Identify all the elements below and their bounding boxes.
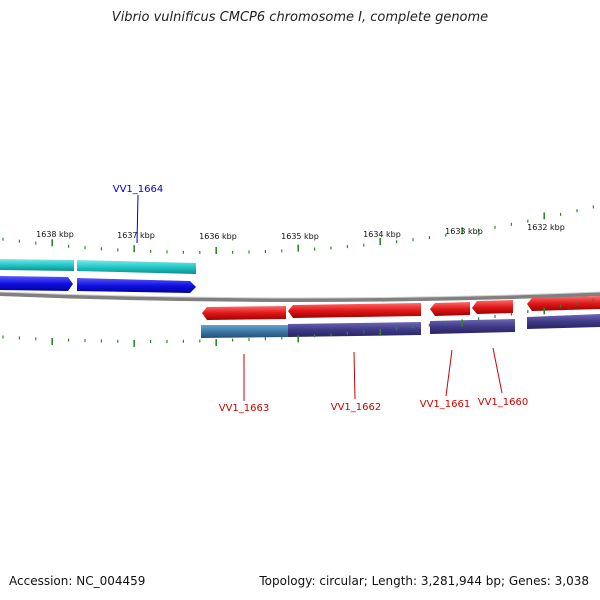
reverse-gene-track [202,296,600,320]
gene-label[interactable]: VV1_1662 [331,402,382,413]
gene-label-vv1-1660[interactable]: VV1_1660 [478,347,529,408]
gene-arrow-reverse[interactable] [288,303,421,318]
gene-label[interactable]: VV1_1664 [113,184,164,195]
cds-bar[interactable] [430,319,515,334]
gene-label-vv1-1664[interactable]: VV1_1664 [113,184,164,244]
tick-marks-bottom [2,298,595,347]
genome-summary-text: Topology: circular; Length: 3,281,944 bp… [259,574,589,588]
tick-label: 1633 kbp [445,227,483,236]
gene-arrow-reverse[interactable] [430,302,470,316]
gene-arrow-forward[interactable] [77,278,196,293]
tick-label: 1635 kbp [281,232,319,241]
reverse-cds-track [201,314,600,338]
scale-labels: 1638 kbp 1637 kbp 1636 kbp 1635 kbp 1634… [36,223,565,241]
tick-label: 1638 kbp [36,230,74,239]
tick-label: 1637 kbp [117,231,155,240]
tick-label: 1632 kbp [527,223,565,232]
genome-backbone-highlight [0,291,600,299]
gene-arrow-forward[interactable] [0,276,73,291]
tick-marks-top [2,205,595,254]
accession-text: Accession: NC_004459 [9,574,146,588]
forward-gene-track [0,276,196,293]
cds-bar[interactable] [0,259,74,271]
cds-bar[interactable] [77,260,196,274]
cds-bar[interactable] [201,325,288,338]
gene-label[interactable]: VV1_1660 [478,397,529,408]
map-title: Vibrio vulnificus CMCP6 chromosome I, co… [111,10,489,25]
cds-bar[interactable] [288,322,421,337]
cds-bar[interactable] [527,314,600,329]
gene-label-vv1-1662[interactable]: VV1_1662 [331,351,382,413]
tick-label: 1636 kbp [199,232,237,241]
forward-cds-track [0,259,196,274]
gene-arrow-reverse[interactable] [527,296,600,311]
gene-label-vv1-1663[interactable]: VV1_1663 [219,354,270,414]
gene-label[interactable]: VV1_1661 [420,399,471,410]
genome-backbone [0,292,600,302]
gene-arrow-reverse[interactable] [472,300,513,314]
gene-label-vv1-1661[interactable]: VV1_1661 [420,349,471,410]
gene-arrow-reverse[interactable] [202,306,286,320]
gene-label[interactable]: VV1_1663 [219,403,270,414]
tick-label: 1634 kbp [363,230,401,239]
